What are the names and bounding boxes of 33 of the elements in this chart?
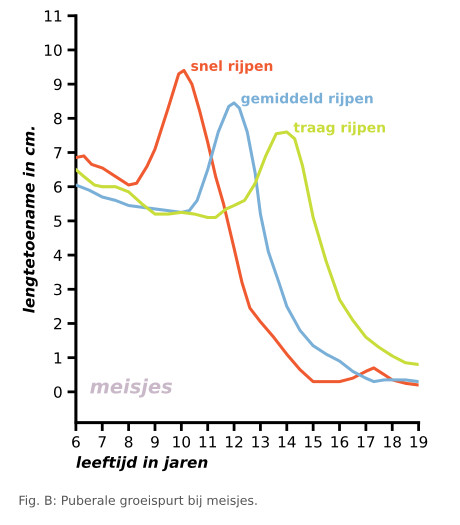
x-tick-label: 13	[252, 436, 269, 448]
y-tick-label: 7	[54, 147, 62, 158]
x-tick-label: 19	[410, 436, 428, 448]
x-tick-label: 16	[331, 436, 348, 448]
annotation: meisjes	[90, 378, 172, 398]
text: Fig. B: Puberale groeispurt bij meisjes.	[20, 495, 257, 508]
series-label: gemiddeld rijpen	[241, 92, 373, 106]
series-label: traag rijpen	[294, 122, 385, 136]
x-tick-label: 7	[98, 436, 106, 448]
y-tick-label: 6	[54, 181, 62, 193]
y-tick-label: 1	[54, 352, 62, 364]
y-tick-label: 11	[44, 10, 62, 22]
x-axis-title: leeftijd in jaren	[76, 456, 208, 472]
y-tick-label: 10	[44, 44, 62, 56]
x-tick-label: 9	[151, 436, 159, 448]
y-tick-label: 4	[54, 250, 62, 261]
y-tick-label: 3	[54, 284, 62, 296]
y-tick-label: 0	[54, 386, 62, 398]
x-tick-label: 17	[358, 436, 374, 448]
x-tick-label: 6	[72, 436, 80, 448]
x-tick-label: 11	[200, 436, 216, 448]
x-tick-label: 8	[124, 436, 132, 448]
y-axis-title: lengtetoename in cm.	[22, 126, 38, 313]
x-tick-label: 15	[305, 436, 322, 448]
y-tick-label: 9	[54, 78, 62, 90]
series-label: snel rijpen	[191, 60, 272, 74]
x-tick-label: 12	[226, 436, 242, 448]
x-tick-label: 10	[173, 436, 190, 448]
x-tick-label: 14	[278, 436, 296, 448]
y-tick-label: 5	[54, 216, 62, 227]
y-tick-label: 8	[54, 112, 62, 124]
x-tick-label: 18	[384, 436, 401, 448]
y-tick-label: 2	[54, 318, 62, 330]
